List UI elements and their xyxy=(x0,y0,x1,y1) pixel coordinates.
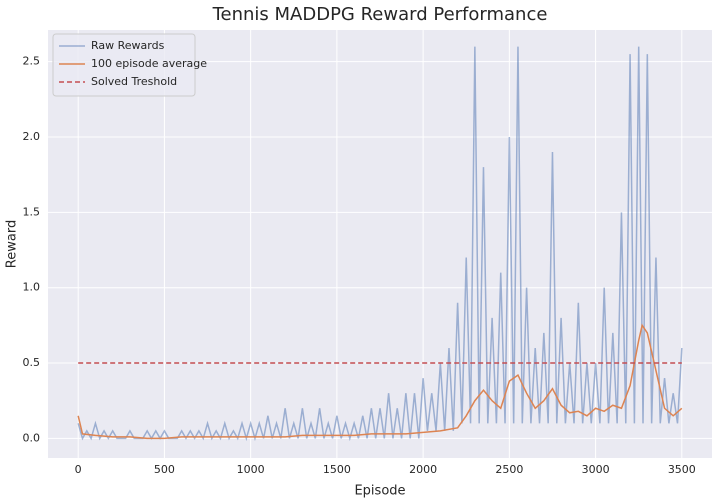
legend-box xyxy=(52,33,196,97)
x-tick-label: 1500 xyxy=(323,463,351,476)
x-tick-label: 3500 xyxy=(668,463,696,476)
y-tick-label: 0.0 xyxy=(23,431,41,444)
series-line xyxy=(77,323,683,440)
x-tick-label: 2000 xyxy=(409,463,437,476)
x-tick-label: 3000 xyxy=(582,463,610,476)
chart-title: Tennis MADDPG Reward Performance xyxy=(212,4,548,25)
legend-label: Solved Treshold xyxy=(91,75,177,88)
series-line xyxy=(77,46,683,442)
y-tick-label: 2.5 xyxy=(23,55,41,68)
y-axis-label: Reward xyxy=(5,220,20,268)
y-tick-label: 1.0 xyxy=(23,281,41,294)
x-tick-label: 2500 xyxy=(495,463,523,476)
x-tick-label: 1000 xyxy=(237,463,265,476)
y-tick-label: 1.5 xyxy=(23,205,41,218)
x-tick-label: 500 xyxy=(154,463,175,476)
legend-label: 100 episode average xyxy=(91,57,207,70)
y-tick-label: 2.0 xyxy=(23,130,41,143)
x-axis-label: Episode xyxy=(354,484,405,499)
y-tick-label: 0.5 xyxy=(23,356,41,369)
x-tick-label: 0 xyxy=(75,463,82,476)
legend-label: Raw Rewards xyxy=(91,39,165,52)
